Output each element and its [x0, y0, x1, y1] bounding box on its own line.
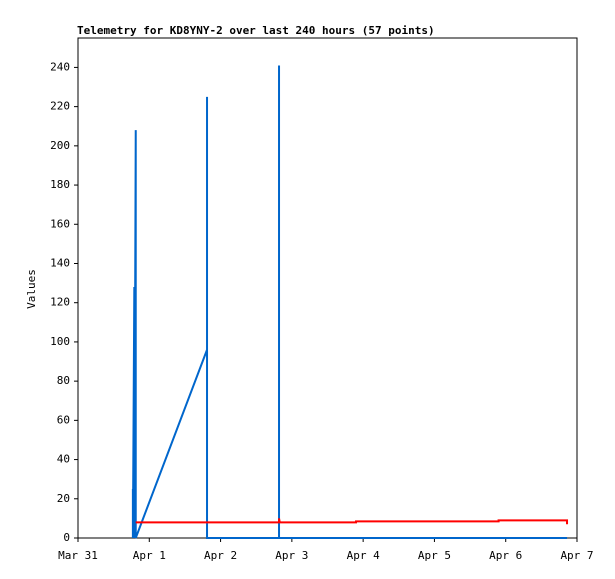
y-tick-label: 100	[50, 335, 70, 348]
y-tick-label: 60	[57, 413, 70, 426]
y-tick-label: 80	[57, 374, 70, 387]
chart-title: Telemetry for KD8YNY-2 over last 240 hou…	[77, 24, 435, 37]
y-tick-label: 140	[50, 256, 70, 269]
y-tick-label: 160	[50, 217, 70, 230]
x-tick-label: Apr 2	[204, 549, 237, 562]
y-tick-label: 220	[50, 100, 70, 113]
y-tick-label: 0	[63, 531, 70, 544]
y-tick-label: 200	[50, 139, 70, 152]
plot-frame	[77, 37, 578, 539]
x-tick-label: Mar 31	[58, 549, 98, 562]
x-tick-label: Apr 7	[560, 549, 593, 562]
y-tick-label: 40	[57, 453, 70, 466]
x-tick-label: Apr 6	[489, 549, 522, 562]
x-tick-label: Apr 5	[418, 549, 451, 562]
series-line	[131, 65, 568, 539]
y-tick-label: 180	[50, 178, 70, 191]
series-line	[135, 518, 569, 525]
y-tick-label: 20	[57, 492, 70, 505]
y-tick-label: 240	[50, 60, 70, 73]
x-tick-label: Apr 1	[133, 549, 166, 562]
y-tick-label: 120	[50, 296, 70, 309]
x-tick-label: Apr 3	[275, 549, 308, 562]
x-tick-label: Apr 4	[347, 549, 380, 562]
y-axis-label: Values	[25, 269, 38, 309]
